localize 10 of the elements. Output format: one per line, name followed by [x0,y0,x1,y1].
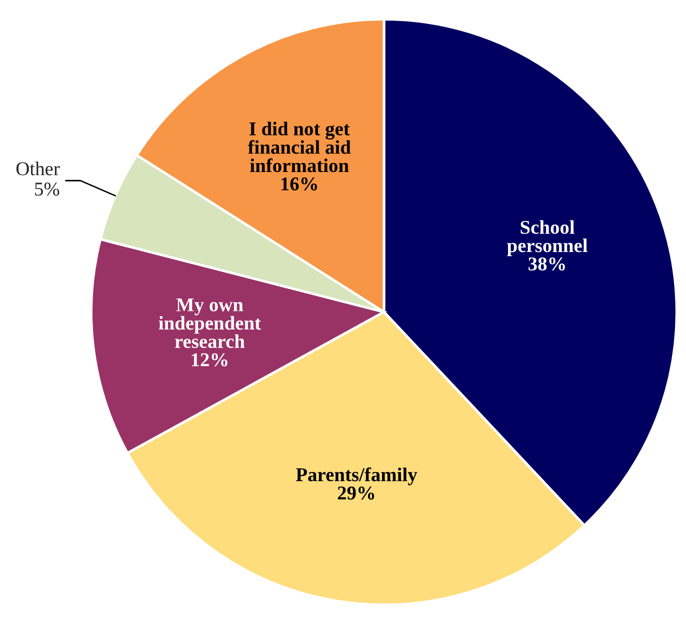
data-label: 38% [528,257,565,271]
slice-label: I did not get financial aid information [248,122,351,172]
slice-label: Other [16,162,60,176]
slice-label: Parents/family [296,467,418,486]
data-label: 29% [338,486,374,500]
data-label: 5% [35,182,60,196]
slice-label: My own independent research [158,298,261,348]
slice-label: School personnel [507,220,588,256]
data-label: 12% [192,353,228,366]
data-label: 16% [281,177,317,191]
